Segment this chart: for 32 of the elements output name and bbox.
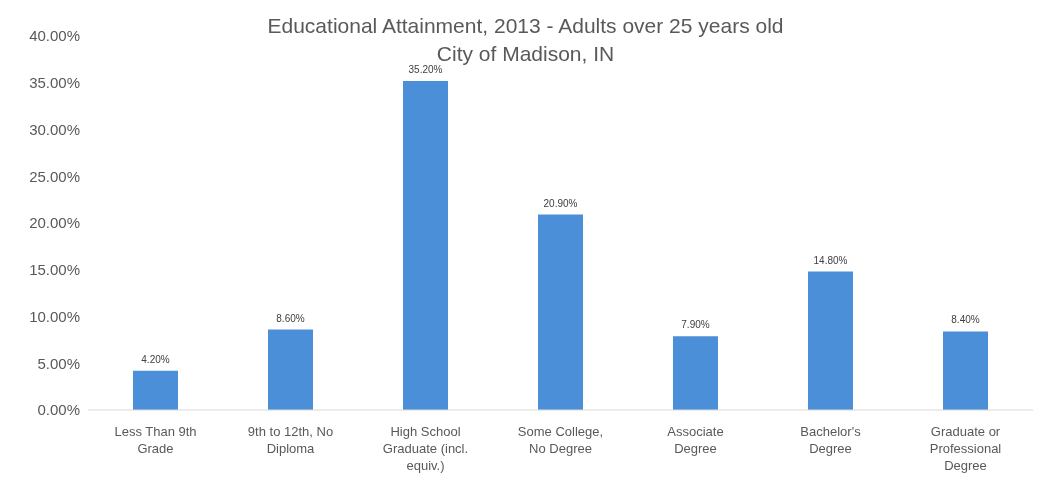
y-tick-label: 10.00% <box>29 307 80 325</box>
bar <box>133 370 178 410</box>
bar <box>403 80 448 410</box>
chart-subtitle: City of Madison, IN <box>436 42 615 65</box>
y-tick-label: 30.00% <box>29 120 80 138</box>
x-tick-label: Some College, No Degree <box>517 424 604 456</box>
data-label: 7.90% <box>681 319 710 331</box>
bar <box>943 331 988 410</box>
bar <box>268 329 313 410</box>
y-tick-label: 20.00% <box>29 214 80 232</box>
data-label: 8.60% <box>276 312 305 324</box>
chart-title: Educational Attainment, 2013 - Adults over 25 years old <box>267 14 784 37</box>
bar <box>673 336 718 410</box>
x-tick-label: High School Graduate (incl. equiv.) <box>382 424 469 473</box>
y-tick-label: 5.00% <box>37 354 80 372</box>
bar <box>808 271 853 410</box>
y-tick-label: 35.00% <box>29 74 80 92</box>
y-tick-label: 25.00% <box>29 167 80 185</box>
y-tick-label: 15.00% <box>29 261 80 279</box>
x-tick-label: Less Than 9th Grade <box>114 424 197 456</box>
data-label: 4.20% <box>141 353 170 365</box>
x-tick-label: Associate Degree <box>667 424 724 456</box>
y-tick-label: 0.00% <box>37 401 80 419</box>
data-label: 8.40% <box>951 314 980 326</box>
data-label: 35.20% <box>408 63 443 75</box>
x-tick-label: 9th to 12th, No Diploma <box>247 424 334 456</box>
y-tick-label: 40.00% <box>29 27 80 45</box>
data-label: 14.80% <box>813 254 848 266</box>
x-tick-label: Bachelor's Degree <box>800 424 862 456</box>
x-tick-label: Graduate or Professional Degree <box>929 424 1002 473</box>
bar <box>538 214 583 410</box>
data-label: 20.90% <box>543 197 578 209</box>
